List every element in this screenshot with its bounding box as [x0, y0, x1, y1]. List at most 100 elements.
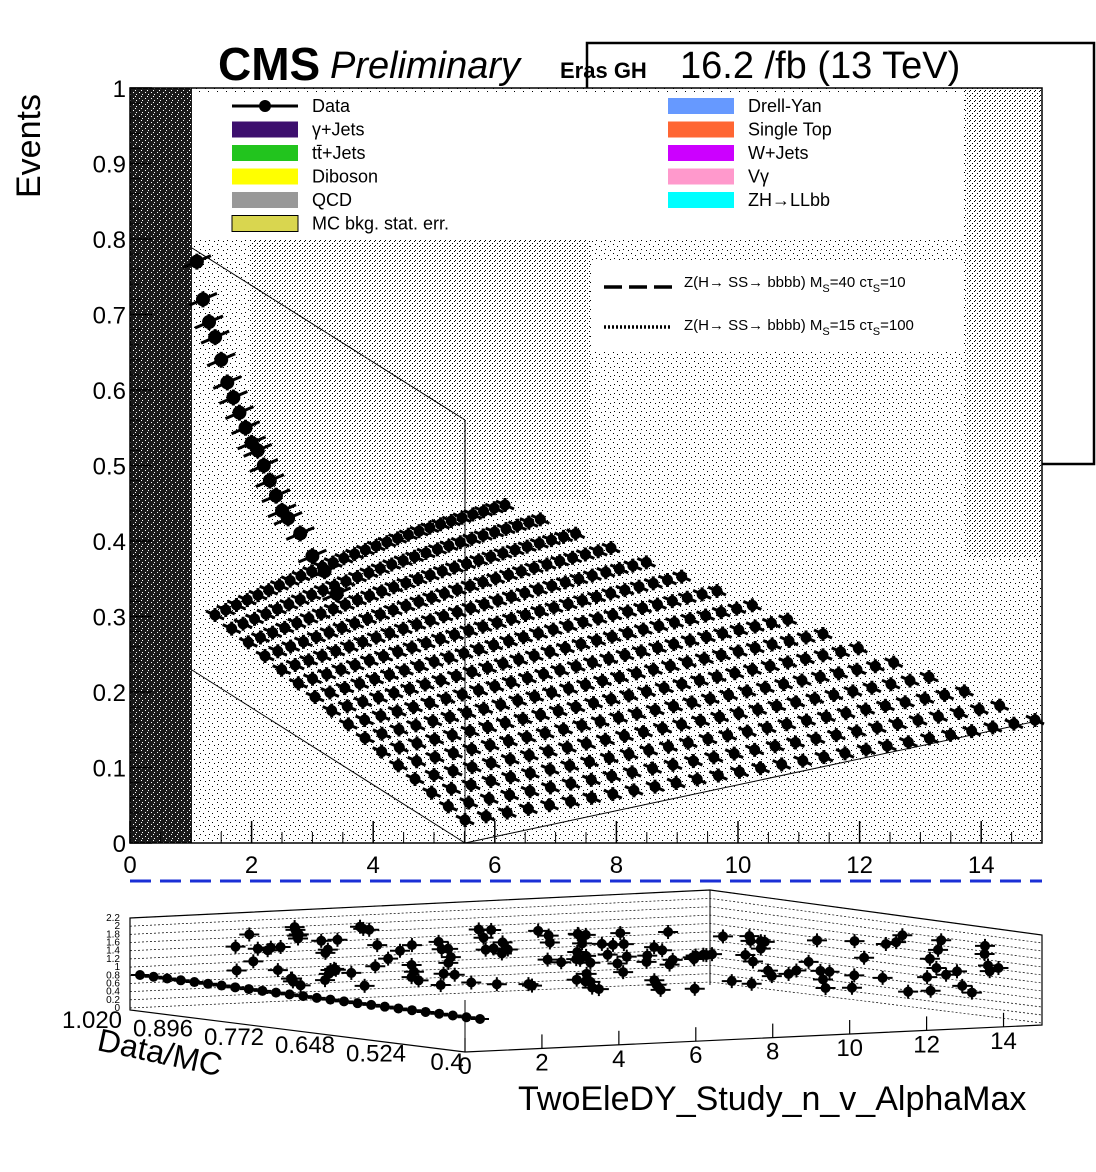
y-tick-label: 0.1 — [93, 756, 126, 783]
ratio-point — [401, 957, 422, 972]
ratio-point — [961, 985, 982, 1000]
ratio-point — [492, 935, 513, 950]
svg-text:Diboson: Diboson — [312, 167, 378, 187]
ratio-x-tick-label: 10 — [836, 1035, 863, 1062]
data-point — [261, 487, 291, 504]
ratio-point — [659, 957, 680, 972]
lego-row — [288, 569, 692, 691]
x-tick-label: 2 — [245, 852, 258, 879]
ratio-point — [875, 937, 896, 952]
y-tick-label: 0.6 — [93, 378, 126, 405]
x-tick-label: 6 — [488, 852, 501, 879]
x-tick-label: 10 — [725, 852, 752, 879]
data-point — [218, 389, 248, 406]
ratio-point — [844, 968, 865, 983]
y-tick-label: 0.9 — [93, 152, 126, 179]
y-tick-label: 0 — [113, 831, 126, 858]
lego-row — [205, 498, 515, 622]
data-point — [188, 291, 218, 308]
preliminary-label: Preliminary — [330, 45, 522, 87]
ratio-point — [872, 970, 893, 985]
legend-entry: MC bkg. stat. err. — [231, 214, 449, 234]
ratio-y-tick-label: 2 — [114, 921, 120, 932]
ratio-point — [288, 927, 309, 942]
y-tick-label: 1 — [113, 76, 126, 103]
lego-row — [405, 670, 939, 786]
lego-row — [272, 555, 656, 677]
svg-text:QCD: QCD — [312, 190, 352, 210]
ratio-depth-tick-label: 0.896 — [133, 1015, 193, 1042]
lego-row — [222, 512, 550, 636]
ratio-point — [294, 991, 313, 1002]
data-point — [194, 314, 224, 331]
plot-noise-band-right — [965, 88, 1042, 558]
svg-text:tt̄+Jets: tt̄+Jets — [312, 143, 366, 163]
ratio-point — [518, 977, 539, 992]
lumi-label: 16.2 /fb (13 TeV) — [680, 45, 960, 87]
ratio-point — [528, 923, 549, 938]
perspective-line-c — [464, 719, 1043, 844]
ratio-point — [226, 963, 247, 978]
legend-entry: W+Jets — [668, 143, 809, 163]
lego-row — [338, 612, 798, 732]
ratio-point — [854, 950, 875, 965]
legend-entry: Single Top — [668, 120, 832, 140]
ratio-point — [341, 965, 362, 980]
ratio-y-tick-label: 2.2 — [106, 913, 120, 924]
perspective-line-a — [191, 247, 466, 421]
ratio-point — [539, 935, 560, 950]
ratio-point — [438, 941, 459, 956]
ratio-point — [324, 961, 345, 976]
legend-entry: Vγ — [668, 167, 769, 187]
x-tick-label: 14 — [968, 852, 995, 879]
ratio-point — [225, 939, 246, 954]
ratio-y-tick-label: 1 — [114, 962, 120, 973]
ratio-x-tick-label: 0 — [458, 1053, 471, 1080]
ratio-point — [483, 941, 504, 956]
eras-label: Eras GH — [560, 58, 647, 83]
legend-entry: γ+Jets — [232, 120, 365, 140]
data-point — [212, 374, 242, 391]
ratio-data-points — [131, 919, 1009, 1024]
lego-row — [388, 655, 904, 773]
ratio-point — [898, 984, 919, 999]
svg-text:Single Top: Single Top — [748, 120, 832, 140]
ratio-point — [486, 977, 507, 992]
ratio-x-tick-label: 6 — [689, 1042, 702, 1069]
x-tick-label: 0 — [123, 852, 136, 879]
ratio-point — [979, 964, 1000, 979]
svg-text:Vγ: Vγ — [748, 167, 769, 187]
ratio-depth-tick-label: 0.648 — [275, 1032, 335, 1059]
ratio-point — [815, 981, 836, 996]
ratio-point — [568, 927, 589, 942]
legend-entry: Drell-Yan — [668, 96, 822, 116]
ratio-point — [247, 941, 268, 956]
lego-data-surface — [205, 498, 1045, 827]
ratio-point — [684, 981, 705, 996]
ratio-point — [741, 976, 762, 991]
data-point — [182, 253, 212, 270]
data-point — [200, 329, 230, 346]
ratio-x-tick-label: 8 — [766, 1039, 779, 1066]
ratio-point — [658, 924, 679, 939]
ratio-point — [185, 977, 204, 988]
ratio-y-tick-label: 1.8 — [106, 929, 120, 940]
ratio-point — [416, 1006, 435, 1017]
ratio-y-tick-label: 1.4 — [106, 946, 120, 957]
ratio-point — [740, 933, 761, 948]
ratio-point — [754, 934, 775, 949]
ratio-point — [567, 945, 588, 960]
ratio-y-tick-label: 0.2 — [106, 995, 120, 1006]
ratio-point — [892, 928, 913, 943]
ratio-point — [806, 933, 827, 948]
ratio-point — [433, 966, 454, 981]
legend-entry: tt̄+Jets — [232, 143, 366, 163]
ratio-point — [280, 989, 299, 1000]
ratio-point — [253, 985, 272, 996]
ratio-point — [367, 938, 388, 953]
y-tick-label: 0.4 — [93, 529, 126, 556]
data-point — [243, 442, 273, 459]
signal-legend-box — [592, 262, 964, 350]
stray-box-outline — [585, 41, 1096, 466]
ratio-point — [226, 982, 245, 993]
